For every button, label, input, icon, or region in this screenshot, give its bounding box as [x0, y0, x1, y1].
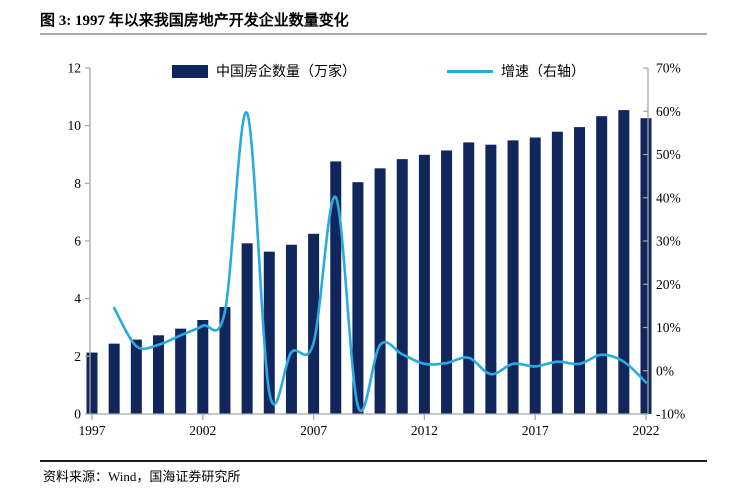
- bar: [108, 343, 120, 414]
- bar: [308, 233, 320, 414]
- bar: [596, 116, 608, 414]
- bar: [574, 127, 586, 414]
- right-axis-tick-label: 70%: [656, 61, 681, 76]
- bar: [640, 118, 652, 415]
- x-axis-tick-label: 2007: [300, 423, 327, 438]
- bar-series-swatch-icon: [172, 64, 208, 78]
- left-axis-tick-label: 12: [68, 61, 82, 76]
- source-note: 资料来源：Wind，国海证券研究所: [43, 469, 241, 484]
- growth-line: [112, 111, 648, 412]
- bar: [86, 352, 98, 414]
- legend-item-bar-series: 中国房企数量（万家）: [172, 61, 356, 81]
- left-axis-tick-label: 2: [74, 349, 81, 364]
- bar: [263, 251, 275, 414]
- chart-canvas: 0 2 4 6 8 10 12 -10% 0% 10% 20% 30% 40% 50% 60% 70% 1997…: [68, 61, 686, 439]
- left-axis-tick-label: 10: [68, 118, 82, 133]
- right-axis-tick-label: 10%: [656, 320, 681, 335]
- left-axis-tick-label: 8: [74, 176, 81, 191]
- bar: [396, 159, 408, 414]
- bar: [241, 243, 253, 414]
- right-axis-tick-label: 20%: [656, 277, 681, 292]
- bar: [485, 144, 497, 415]
- figure-title: 图 3: 1997 年以来我国房地产开发企业数量变化: [40, 13, 349, 29]
- right-axis-tick-label: 40%: [656, 190, 681, 205]
- line-series-label: 增速（右轴）: [501, 65, 585, 80]
- bar: [374, 168, 386, 414]
- bar-series-label: 中国房企数量（万家）: [216, 65, 356, 80]
- x-axis-tick-label: 2022: [633, 423, 660, 438]
- bar: [285, 244, 297, 414]
- line-series-swatch-icon: [447, 69, 493, 73]
- left-axis-tick-label: 4: [74, 291, 81, 306]
- footer-divider: [40, 460, 707, 462]
- bar: [507, 140, 519, 414]
- right-axis-tick-label: -10%: [656, 407, 685, 422]
- bar: [219, 307, 231, 414]
- bar: [618, 110, 630, 414]
- x-axis-tick-label: 2017: [522, 423, 549, 438]
- x-axis-tick-label: 2012: [411, 423, 438, 438]
- bar: [352, 182, 364, 414]
- bar: [330, 161, 342, 414]
- bar: [152, 335, 164, 414]
- bar: [463, 142, 475, 414]
- left-axis-tick-label: 6: [74, 234, 81, 249]
- bar: [175, 328, 187, 414]
- left-axis-tick-label: 0: [74, 407, 81, 422]
- right-axis-tick-label: 60%: [656, 104, 681, 119]
- title-divider: [40, 33, 707, 35]
- right-axis-tick-label: 50%: [656, 147, 681, 162]
- bar: [441, 150, 453, 415]
- bar: [130, 339, 142, 414]
- x-axis-tick-label: 1997: [79, 423, 106, 438]
- bar: [551, 131, 563, 414]
- x-axis-tick-label: 2002: [189, 423, 216, 438]
- right-axis-tick-label: 0%: [656, 363, 674, 378]
- right-axis-tick-label: 30%: [656, 234, 681, 249]
- legend-item-line-series: 增速（右轴）: [447, 61, 585, 81]
- bar: [529, 137, 541, 414]
- bar: [418, 154, 430, 414]
- bar: [197, 320, 209, 414]
